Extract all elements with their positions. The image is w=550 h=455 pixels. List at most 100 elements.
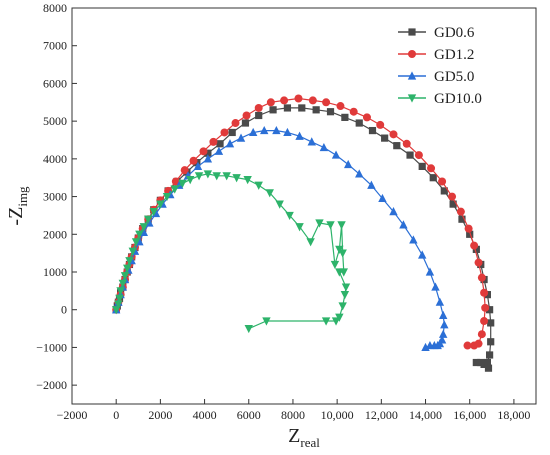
data-point-gd5-0 [367, 180, 376, 189]
data-point-gd5-0 [319, 142, 329, 152]
data-point-gd1-2 [463, 341, 472, 350]
data-point-gd0-6 [487, 338, 495, 346]
x-tick-label: −2000 [57, 408, 88, 422]
data-point-gd5-0 [440, 320, 449, 329]
data-point-gd1-2 [242, 111, 251, 120]
y-tick-label: 3000 [43, 190, 67, 204]
data-point-gd10-0 [335, 268, 344, 277]
y-tick-label: −1000 [36, 340, 67, 354]
legend-marker [408, 28, 416, 36]
data-point-gd0-6 [429, 174, 437, 182]
data-point-gd1-2 [481, 303, 490, 312]
x-tick-label: 18,000 [497, 408, 530, 422]
series-gd5-0 [111, 125, 449, 352]
data-point-gd0-6 [255, 111, 263, 120]
data-point-gd5-0 [431, 282, 440, 291]
legend-label: GD5.0 [434, 69, 474, 85]
data-point-gd0-6 [312, 106, 320, 114]
series-line-gd0-6 [115, 107, 492, 369]
data-point-gd1-2 [480, 317, 489, 326]
data-point-gd10-0 [331, 317, 341, 326]
data-point-gd5-0 [193, 161, 203, 170]
data-point-gd0-6 [228, 128, 236, 137]
y-axis-ticks: −2000 −1000 0 1000 2000 3000 4000 5000 6000 7000 8… [36, 1, 77, 392]
y-tick-label: 5000 [43, 114, 67, 128]
data-point-gd0-6 [484, 364, 493, 372]
legend-item-gd10-0: GD10.0 [398, 91, 482, 107]
data-point-gd0-6 [326, 108, 335, 116]
data-point-gd10-0 [321, 317, 331, 326]
data-point-gd10-0 [243, 176, 252, 185]
data-point-gd5-0 [295, 131, 304, 140]
data-point-gd10-0 [178, 179, 187, 188]
data-point-gd5-0 [409, 235, 418, 244]
data-point-gd1-2 [376, 120, 385, 129]
data-point-gd10-0 [341, 283, 351, 292]
data-point-gd1-2 [209, 137, 218, 146]
data-point-gd10-0 [149, 208, 158, 217]
data-point-gd5-0 [307, 137, 316, 146]
data-point-gd10-0 [139, 223, 149, 232]
plot-area-border [71, 7, 537, 405]
data-point-gd5-0 [236, 133, 246, 142]
data-point-gd0-6 [486, 351, 494, 359]
data-point-gd10-0 [118, 279, 128, 288]
y-axis-title: -Zimg [5, 186, 30, 226]
data-point-gd1-2 [477, 330, 486, 339]
data-point-gd10-0 [212, 172, 221, 181]
data-point-gd0-6 [241, 119, 250, 127]
data-point-gd1-2 [427, 164, 436, 173]
legend-label: GD1.2 [434, 47, 474, 63]
data-point-gd10-0 [265, 189, 274, 198]
data-point-gd0-6 [355, 119, 363, 127]
data-point-gd10-0 [115, 294, 124, 303]
x-tick-label: 2000 [148, 408, 172, 422]
data-point-gd10-0 [232, 174, 241, 183]
data-point-gd10-0 [135, 230, 144, 239]
data-point-gd10-0 [254, 181, 263, 190]
data-point-gd0-6 [204, 149, 212, 157]
y-tick-label: 0 [61, 303, 67, 317]
data-point-gd5-0 [418, 250, 427, 259]
data-point-gd0-6 [418, 162, 426, 170]
x-tick-label: 6000 [237, 408, 261, 422]
data-point-gd0-6 [381, 134, 389, 142]
data-point-gd10-0 [156, 200, 165, 209]
data-point-gd1-2 [336, 102, 345, 111]
series-line-gd10-0 [115, 173, 347, 330]
data-point-gd0-6 [458, 215, 466, 223]
data-point-gd0-6 [393, 142, 401, 150]
legend-marker [407, 71, 417, 80]
data-point-gd10-0 [330, 260, 340, 270]
legend-item-gd0-6: GD0.6 [398, 25, 475, 41]
data-point-gd5-0 [425, 267, 435, 276]
data-point-gd10-0 [144, 215, 153, 224]
data-point-gd10-0 [125, 257, 134, 266]
data-point-gd5-0 [343, 159, 353, 169]
data-point-gd0-6 [472, 245, 480, 253]
data-point-gd1-2 [474, 258, 483, 267]
data-point-gd0-6 [477, 358, 485, 367]
data-point-gd10-0 [326, 221, 335, 230]
data-point-gd0-6 [283, 104, 292, 112]
series-gd1-2 [112, 94, 490, 350]
data-point-gd0-6 [440, 187, 448, 195]
data-point-gd10-0 [295, 223, 304, 232]
data-point-gd5-0 [260, 125, 269, 135]
data-point-gd1-2 [280, 96, 289, 105]
x-tick-label: 14,000 [409, 408, 442, 422]
x-axis-ticks: −2000 0 2000 4000 6000 8000 10,000 12,000 14,000… [57, 399, 530, 422]
data-point-gd5-0 [272, 125, 281, 135]
data-point-gd0-6 [298, 104, 306, 112]
legend-marker [408, 50, 416, 58]
data-point-gd10-0 [120, 272, 130, 281]
x-tick-label: 16,000 [453, 408, 486, 422]
legend-marker [407, 94, 417, 103]
data-point-gd1-2 [470, 241, 479, 250]
data-point-gd10-0 [114, 300, 123, 309]
data-point-gd10-0 [338, 302, 347, 311]
data-point-gd5-0 [283, 127, 292, 137]
data-point-gd5-0 [355, 169, 364, 178]
data-point-gd10-0 [194, 172, 204, 181]
legend-label: GD0.6 [434, 25, 475, 41]
